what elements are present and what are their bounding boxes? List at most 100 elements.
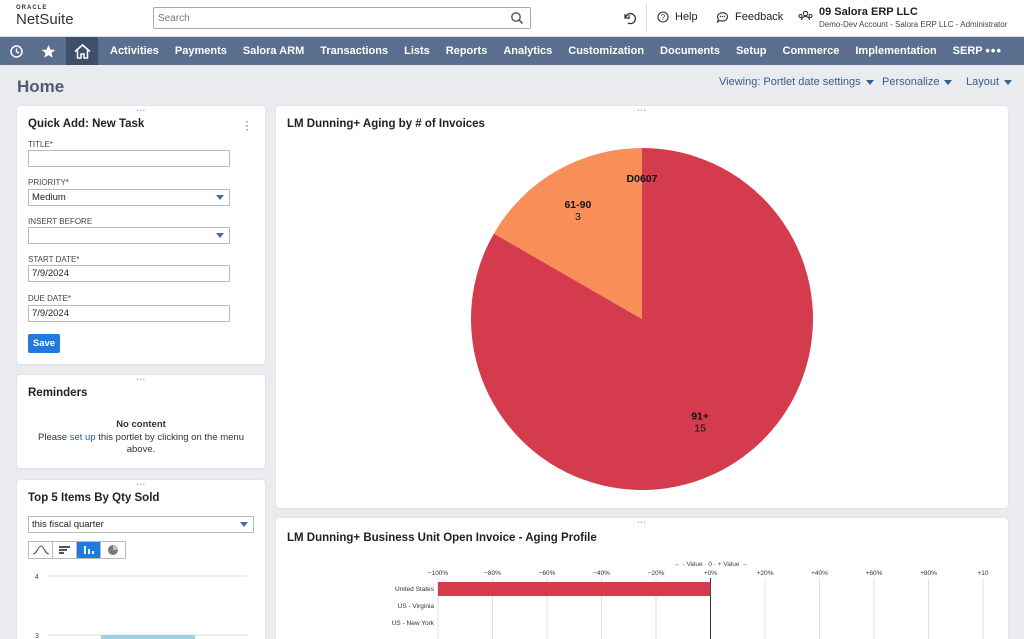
help-label: Help: [675, 11, 698, 23]
portlet-title: Reminders: [28, 387, 88, 399]
help-link[interactable]: ? Help: [657, 11, 698, 23]
oracle-wordmark: ORACLE: [16, 5, 48, 11]
dropdown-arrow-icon: [216, 233, 224, 238]
setup-message-line2: above.: [126, 444, 156, 455]
insert-before-select[interactable]: [28, 227, 230, 244]
portlet-title: Top 5 Items By Qty Sold: [28, 492, 160, 504]
nav-serp[interactable]: SERP: [952, 45, 983, 57]
pie-slice-label: 91+: [691, 411, 709, 423]
pie-chart-button[interactable]: [101, 542, 125, 558]
search-input[interactable]: [154, 8, 494, 28]
nav-reports[interactable]: Reports: [445, 45, 488, 57]
x-tick-label: +0%: [704, 570, 717, 577]
nav-setup[interactable]: Setup: [735, 45, 767, 57]
chart-type-toggle: [28, 541, 126, 559]
column-chart-button[interactable]: [77, 542, 101, 558]
setup-message: Please set up this portlet by clicking o…: [38, 432, 244, 443]
save-button[interactable]: Save: [28, 334, 60, 353]
line-chart-icon: [32, 545, 49, 555]
favorites-nav-button[interactable]: [34, 37, 62, 65]
category-label: US - Virginia: [398, 603, 435, 610]
search-icon[interactable]: [510, 11, 524, 25]
y-tick-label: 3: [35, 633, 39, 639]
period-select[interactable]: this fiscal quarter: [28, 516, 254, 533]
axis-caption: ← - Value · 0 · + Value →: [674, 561, 748, 568]
nav-documents[interactable]: Documents: [660, 45, 720, 57]
x-tick-label: −100%: [428, 570, 449, 577]
setup-link[interactable]: set up: [69, 432, 96, 443]
viewing-settings-menu[interactable]: Viewing: Portlet date settings: [719, 76, 874, 88]
category-label: United States: [395, 586, 435, 593]
page-title: Home: [17, 77, 65, 96]
chart-bar[interactable]: [101, 635, 195, 639]
nav-transactions[interactable]: Transactions: [320, 45, 389, 57]
home-nav-button[interactable]: [66, 37, 98, 65]
nav-lists[interactable]: Lists: [404, 45, 430, 57]
due-date-input[interactable]: 7/9/2024: [28, 305, 230, 322]
drag-handle[interactable]: ▪▪▪: [136, 108, 146, 114]
x-tick-label: −80%: [484, 570, 501, 577]
portlet-title: LM Dunning+ Aging by # of Invoices: [287, 118, 485, 130]
nav-payments[interactable]: Payments: [174, 45, 227, 57]
x-tick-label: +60%: [866, 570, 883, 577]
main-nav: Activities Payments Salora ARM Transacti…: [0, 37, 1024, 65]
drag-handle[interactable]: ▪▪▪: [637, 108, 647, 114]
x-tick-label: +20%: [757, 570, 774, 577]
priority-field-label: PRIORITY*: [28, 178, 69, 187]
personalize-menu[interactable]: Personalize: [882, 76, 953, 88]
nav-customization[interactable]: Customization: [568, 45, 645, 57]
bar-united-states[interactable]: [438, 582, 711, 596]
svg-text:?: ?: [661, 13, 666, 22]
nav-activities[interactable]: Activities: [110, 45, 159, 57]
start-date-input[interactable]: 7/9/2024: [28, 265, 230, 282]
period-value: this fiscal quarter: [32, 519, 104, 530]
nav-more-icon[interactable]: •••: [985, 43, 1002, 58]
x-tick-label: +80%: [920, 570, 937, 577]
clock-icon: [9, 44, 23, 58]
insert-before-label: INSERT BEFORE: [28, 217, 93, 226]
pie-slice-value: 15: [694, 423, 706, 435]
pie-chart-icon: [108, 545, 118, 555]
top-items-portlet: ▪▪▪ Top 5 Items By Qty Sold this fiscal …: [17, 480, 265, 639]
layout-menu[interactable]: Layout: [966, 76, 1013, 88]
x-tick-label: −60%: [539, 570, 556, 577]
global-search[interactable]: [153, 7, 531, 29]
nav-implementation[interactable]: Implementation: [855, 45, 937, 57]
horizontal-bar-button[interactable]: [53, 542, 77, 558]
star-icon: [41, 44, 55, 58]
line-chart-button[interactable]: [29, 542, 53, 558]
reminders-portlet: ▪▪▪ Reminders No content Please set up t…: [17, 375, 265, 468]
layout-label: Layout: [966, 76, 1000, 88]
nav-analytics[interactable]: Analytics: [503, 45, 553, 57]
portlet-menu-icon[interactable]: · · ·: [245, 114, 249, 136]
aging-pie-chart: 91+15 61-903 D0607: [471, 148, 813, 490]
chevron-down-icon: [865, 79, 874, 85]
nav-salora-arm[interactable]: Salora ARM: [242, 45, 305, 57]
drag-handle[interactable]: ▪▪▪: [136, 482, 146, 488]
chevron-down-icon: [944, 79, 953, 85]
viewing-settings-label: Viewing: Portlet date settings: [719, 76, 861, 88]
netsuite-logo[interactable]: ORACLE NetSuite: [16, 5, 74, 27]
priority-value: Medium: [32, 192, 66, 203]
account-name: 09 Salora ERP LLC: [819, 6, 918, 18]
drag-handle[interactable]: ▪▪▪: [136, 377, 146, 383]
x-tick-label: +40%: [811, 570, 828, 577]
nav-commerce[interactable]: Commerce: [782, 45, 840, 57]
priority-select[interactable]: Medium: [28, 189, 230, 206]
recent-records-icon[interactable]: [622, 11, 636, 25]
recent-nav-button[interactable]: [2, 37, 30, 65]
feedback-label: Feedback: [735, 11, 784, 23]
account-role: Demo-Dev Account - Salora ERP LLC - Admi…: [819, 20, 1008, 29]
personalize-label: Personalize: [882, 76, 940, 88]
aging-profile-portlet: ▪▪▪ LM Dunning+ Business Unit Open Invoi…: [276, 518, 1008, 639]
horizontal-bar-icon: [58, 546, 70, 554]
drag-handle[interactable]: ▪▪▪: [637, 520, 647, 526]
title-field-label: TITLE*: [28, 140, 53, 149]
title-input[interactable]: [28, 150, 230, 167]
portlet-title: Quick Add: New Task: [28, 118, 145, 130]
feedback-link[interactable]: Feedback: [716, 11, 783, 23]
pie-slice-61-90[interactable]: [493, 148, 642, 319]
due-date-label: DUE DATE*: [28, 294, 71, 303]
account-switcher[interactable]: 09 Salora ERP LLC Demo-Dev Account - Sal…: [798, 6, 1007, 29]
y-tick-label: 4: [35, 574, 39, 581]
